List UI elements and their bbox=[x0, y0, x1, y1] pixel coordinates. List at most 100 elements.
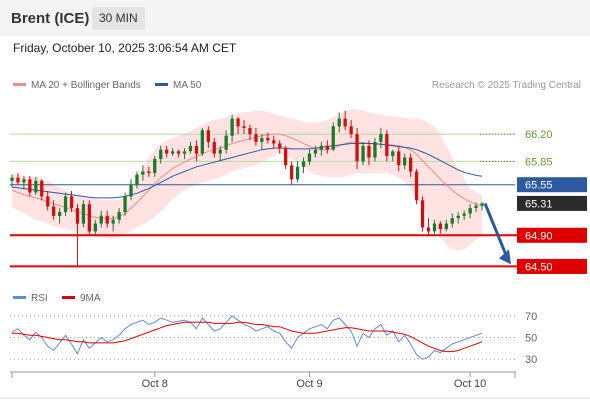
candle-body bbox=[69, 196, 74, 209]
candle-body bbox=[385, 134, 389, 156]
candle-body bbox=[462, 213, 466, 216]
ma50-legend-label: MA 50 bbox=[173, 80, 202, 91]
candle-body bbox=[75, 208, 80, 224]
candle-body bbox=[123, 196, 127, 212]
candle-body bbox=[260, 138, 264, 142]
candle-body bbox=[141, 171, 145, 175]
candle-body bbox=[248, 127, 252, 135]
candle-body bbox=[414, 171, 419, 201]
rsi-panel: 70 50 30 bbox=[10, 311, 537, 366]
price-label-65.85: 65.85 bbox=[525, 156, 553, 168]
candle-body bbox=[16, 177, 20, 183]
price-label-65.31: 65.31 bbox=[517, 195, 587, 211]
bollinger-swatch bbox=[13, 82, 26, 86]
candle-body bbox=[171, 151, 175, 154]
timeframe-button[interactable]: 30 MIN bbox=[92, 7, 145, 30]
candle-body bbox=[147, 171, 151, 174]
candle-body bbox=[343, 118, 347, 127]
candle-body bbox=[301, 161, 306, 167]
candle-body bbox=[188, 145, 193, 152]
candle-body bbox=[129, 184, 133, 197]
price-label-64.50: 64.50 bbox=[517, 258, 587, 274]
candle-body bbox=[105, 215, 109, 224]
price-label-66.20: 66.20 bbox=[525, 129, 553, 141]
candle-body bbox=[272, 140, 276, 144]
candle-body bbox=[176, 151, 181, 154]
candle-body bbox=[93, 223, 97, 232]
candle-body bbox=[46, 196, 50, 207]
rsi-tick-30: 30 bbox=[525, 354, 537, 366]
candle-body bbox=[379, 134, 383, 142]
candle-body bbox=[194, 145, 199, 154]
price-badge-bg bbox=[517, 258, 587, 274]
candle-body bbox=[397, 151, 401, 166]
candle-body bbox=[307, 153, 312, 162]
candle-body bbox=[254, 134, 258, 142]
x-axis: Oct 8 Oct 9 Oct 10 bbox=[0, 371, 590, 399]
credit-text: Research © 2025 Trading Central bbox=[431, 80, 581, 91]
price-badge-text: 66.20 bbox=[525, 129, 553, 141]
projection-arrow-head bbox=[499, 249, 511, 265]
rsi-legend-label: RSI bbox=[31, 293, 48, 304]
timestamp: Friday, October 10, 2025 3:06:54 AM CET bbox=[13, 41, 237, 55]
candle-body bbox=[153, 159, 157, 173]
candle-body bbox=[373, 141, 377, 158]
legend-rsi-ma: 9MA bbox=[62, 293, 101, 304]
rsi-tick-50: 50 bbox=[525, 333, 537, 345]
rsi-ma-legend-label: 9MA bbox=[80, 293, 101, 304]
price-badge-text: 65.85 bbox=[525, 156, 553, 168]
price-badge-text: 65.31 bbox=[525, 198, 553, 210]
rsi-line bbox=[11, 315, 483, 360]
candle-body bbox=[420, 200, 425, 228]
candle-body bbox=[319, 145, 323, 150]
price-badge-text: 65.55 bbox=[525, 180, 553, 192]
candle-body bbox=[284, 148, 288, 166]
candle-body bbox=[468, 208, 472, 214]
candle-body bbox=[361, 145, 365, 162]
candle-body bbox=[135, 174, 139, 185]
price-badge-bg bbox=[517, 177, 587, 193]
candle-body bbox=[438, 223, 442, 229]
candle-body bbox=[444, 223, 448, 229]
candle-body bbox=[159, 149, 163, 159]
candle-body bbox=[403, 157, 407, 166]
x-tick-label: Oct 8 bbox=[142, 378, 168, 390]
candle-body bbox=[325, 145, 329, 150]
candles bbox=[10, 110, 484, 267]
candle-body bbox=[22, 179, 26, 183]
rsi-ma-swatch bbox=[62, 295, 75, 299]
candle-body bbox=[10, 177, 14, 181]
chart-header: Brent (ICE) 30 MIN bbox=[0, 0, 590, 36]
candle-body bbox=[432, 223, 437, 232]
legend-ma50: MA 50 bbox=[155, 80, 201, 91]
legend-bollinger: MA 20 + Bollinger Bands bbox=[13, 80, 141, 91]
candle-body bbox=[52, 206, 56, 216]
candle-body bbox=[278, 143, 282, 149]
candle-body bbox=[313, 149, 318, 154]
candle-body bbox=[182, 151, 187, 154]
rsi-ma-line bbox=[12, 321, 483, 353]
candle-body bbox=[63, 196, 68, 212]
price-label-65.55: 65.55 bbox=[517, 177, 587, 193]
candle-body bbox=[355, 134, 359, 162]
projection-arrow-line bbox=[483, 202, 509, 259]
price-badge-text: 64.90 bbox=[525, 230, 553, 242]
legend-rsi: RSI bbox=[13, 293, 48, 304]
candle-body bbox=[206, 130, 210, 142]
price-badge-bg bbox=[517, 227, 587, 243]
candle-body bbox=[117, 212, 121, 220]
candle-body bbox=[200, 130, 204, 154]
candle-body bbox=[295, 166, 300, 180]
rsi-swatch bbox=[13, 295, 26, 299]
candle-body bbox=[40, 180, 44, 197]
rsi-tick-70: 70 bbox=[525, 311, 537, 323]
candle-body bbox=[212, 141, 216, 154]
candle-body bbox=[426, 227, 431, 232]
candle-body bbox=[58, 212, 62, 216]
candle-body bbox=[391, 151, 395, 156]
candle-body bbox=[224, 135, 228, 150]
candle-body bbox=[81, 204, 86, 224]
x-tick-label: Oct 10 bbox=[454, 378, 486, 390]
